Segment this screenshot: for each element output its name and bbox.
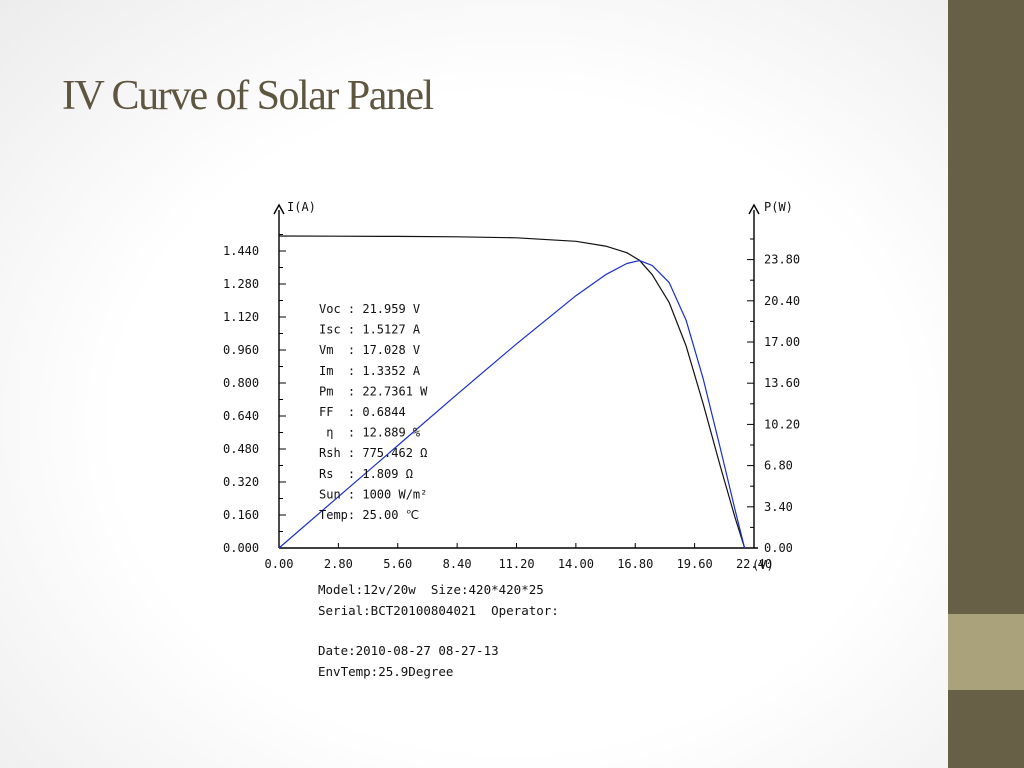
left-tick-label: 0.320 [223, 475, 259, 489]
x-axis-unit-label: (V) [752, 558, 774, 572]
left-tick-label: 0.800 [223, 376, 259, 390]
right-axis-label: P(W) [764, 200, 793, 214]
x-tick-label: 22.40 [736, 557, 772, 571]
x-tick-label: 0.00 [265, 557, 294, 571]
parameter-annotation: Temp: 25.00 ℃ [319, 508, 419, 522]
right-tick-label: 3.40 [764, 500, 793, 514]
slide-title: IV Curve of Solar Panel [62, 73, 434, 119]
left-axis-arrow [273, 203, 285, 215]
right-tick-label: 17.00 [764, 335, 800, 349]
right-axis-arrow [748, 203, 760, 215]
parameter-annotation: Rsh : 775.462 Ω [319, 446, 427, 460]
parameter-annotation: Isc : 1.5127 A [319, 323, 421, 337]
x-tick-label: 19.60 [677, 557, 713, 571]
parameter-annotation: Voc : 21.959 V [319, 302, 420, 316]
parameter-annotation: Sun : 1000 W/m² [319, 487, 427, 501]
right-tick-label: 23.80 [764, 253, 800, 267]
x-tick-label: 11.20 [498, 557, 534, 571]
right-tick-label: 20.40 [764, 294, 800, 308]
right-tick-label: 13.60 [764, 376, 800, 390]
right-tick-label: 6.80 [764, 459, 793, 473]
test-info-block: Model:12v/20w Size:420*420*25 Serial:BCT2… [318, 580, 559, 682]
left-tick-label: 0.000 [223, 541, 259, 555]
right-tick-label: 10.20 [764, 417, 800, 431]
parameter-annotation: Vm : 17.028 V [319, 343, 420, 357]
sidebar-accent-block [948, 614, 1024, 690]
parameter-annotation: η : 12.889 % [319, 426, 421, 440]
parameter-annotation: Pm : 22.7361 W [319, 384, 428, 398]
left-tick-label: 0.480 [223, 442, 259, 456]
x-tick-label: 14.00 [558, 557, 594, 571]
x-tick-label: 16.80 [617, 557, 653, 571]
left-tick-label: 1.120 [223, 310, 259, 324]
left-tick-label: 1.280 [223, 277, 259, 291]
iv-chart: I(A) P(W) (V) 0.000 0.160 0.320 0.480 0.640 0.80… [223, 200, 800, 572]
info-envtemp-line: EnvTemp:25.9Degree [318, 663, 454, 679]
info-model-line: Model:12v/20w Size:420*420*25 [318, 582, 544, 597]
left-tick-label: 0.960 [223, 343, 259, 357]
power-curve-line [278, 260, 746, 549]
left-axis-label: I(A) [287, 200, 316, 214]
info-date-line: Date:2010-08-27 08-27-13 [318, 643, 499, 658]
iv-curve-line [278, 235, 746, 549]
info-serial-line: Serial:BCT20100804021 Operator: [318, 602, 559, 618]
parameter-annotation: FF : 0.6844 [319, 405, 406, 419]
x-tick-label: 8.40 [443, 557, 472, 571]
right-tick-label: 0.00 [764, 541, 793, 555]
left-tick-label: 1.440 [223, 244, 259, 258]
x-tick-label: 2.80 [324, 557, 353, 571]
parameter-annotation: Rs : 1.809 Ω [319, 467, 413, 481]
left-tick-label: 0.160 [223, 508, 259, 522]
parameter-annotation: Im : 1.3352 A [319, 364, 421, 378]
x-tick-label: 5.60 [383, 557, 412, 571]
left-tick-label: 0.640 [223, 409, 259, 423]
